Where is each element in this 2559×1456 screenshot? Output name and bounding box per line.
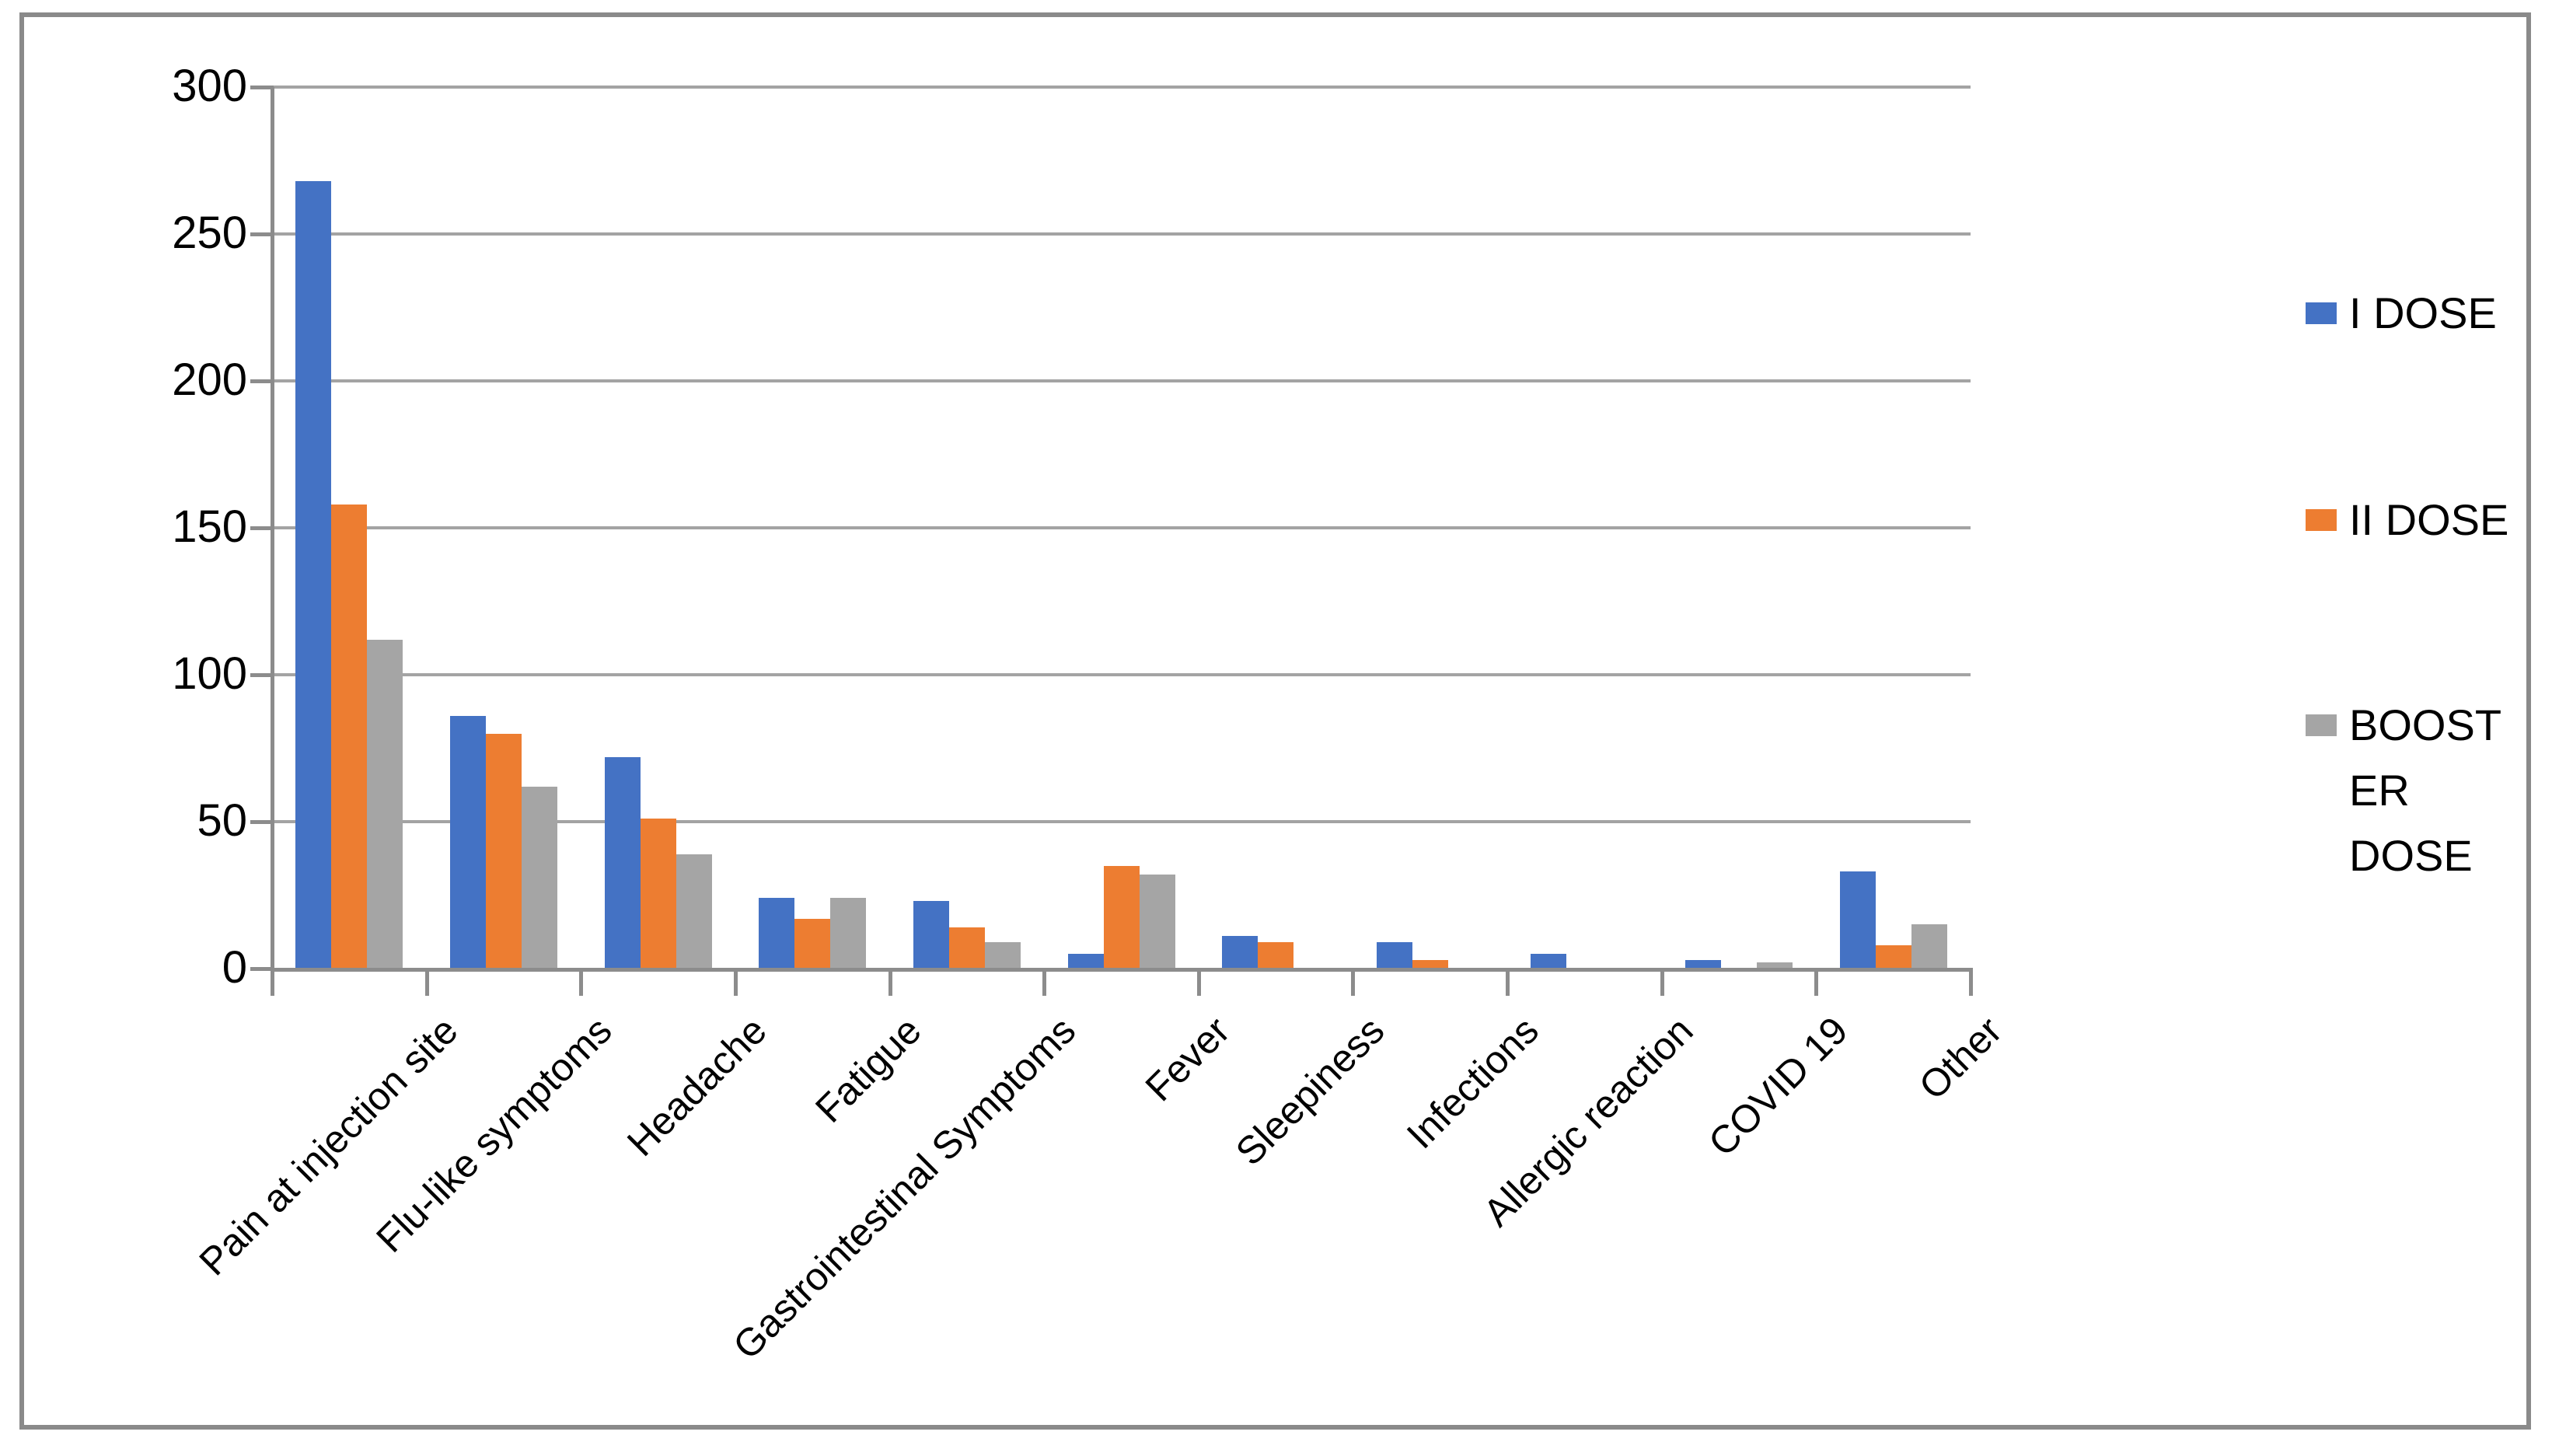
bar-ii-dose-fever: [1103, 865, 1140, 969]
bar-booster-dose-gastrointestinal-symptoms: [984, 941, 1021, 969]
y-axis-tick-50: [250, 820, 274, 824]
bar-ii-dose-pain-at-injection-site: [331, 504, 368, 969]
y-axis-tick-label-250: 250: [172, 207, 247, 258]
bar-ii-dose-headache: [640, 819, 676, 969]
gridline-250: [272, 232, 1971, 236]
x-axis-tick-10: [1814, 968, 1819, 996]
bar-ii-dose-fatigue: [794, 918, 831, 969]
x-axis-tick-9: [1660, 968, 1664, 996]
bar-booster-dose-other: [1911, 924, 1947, 969]
y-axis-tick-0: [250, 967, 274, 971]
bar-ii-dose-other: [1875, 944, 1911, 969]
y-axis-tick-300: [250, 86, 274, 89]
gridline-100: [272, 673, 1971, 676]
bar-booster-dose-covid-19: [1757, 962, 1793, 969]
x-axis-tick-2: [579, 968, 584, 996]
x-axis-tick-11: [1969, 968, 1973, 996]
y-axis-tick-label-150: 150: [172, 501, 247, 552]
gridline-150: [272, 526, 1971, 529]
bar-i-dose-fever: [1067, 954, 1104, 969]
figure-border: [19, 12, 2531, 1430]
x-axis-tick-1: [424, 968, 429, 996]
y-axis-tick-200: [250, 379, 274, 383]
bar-booster-dose-fever: [1139, 875, 1175, 969]
bar-booster-dose-pain-at-injection-site: [367, 639, 403, 969]
legend-swatch-i-dose: [2306, 302, 2337, 324]
bar-i-dose-flu-like-symptoms: [449, 715, 486, 969]
legend-item-ii-dose: II DOSE: [2306, 487, 2508, 553]
legend-item-booster-dose: BOOST ER DOSE: [2306, 693, 2501, 889]
gridline-200: [272, 379, 1971, 382]
x-axis-tick-7: [1351, 968, 1356, 996]
x-axis-tick-5: [1042, 968, 1047, 996]
bar-i-dose-gastrointestinal-symptoms: [913, 901, 949, 969]
legend: I DOSE II DOSE BOOST ER DOSE: [2306, 0, 2554, 1456]
y-axis-tick-150: [250, 526, 274, 530]
bar-i-dose-infections: [1376, 941, 1412, 969]
bar-i-dose-other: [1839, 871, 1876, 969]
legend-label-i-dose: I DOSE: [2349, 288, 2497, 337]
bar-booster-dose-flu-like-symptoms: [521, 786, 557, 969]
bar-ii-dose-gastrointestinal-symptoms: [948, 927, 985, 969]
bar-booster-dose-headache: [676, 854, 712, 969]
legend-item-i-dose: I DOSE: [2306, 281, 2497, 346]
x-axis-line: [272, 968, 1973, 972]
bar-i-dose-sleepiness: [1222, 936, 1259, 969]
y-axis-tick-250: [250, 232, 274, 236]
y-axis-tick-label-50: 50: [197, 794, 247, 846]
bar-ii-dose-flu-like-symptoms: [485, 733, 522, 969]
y-axis-tick-label-100: 100: [172, 648, 247, 699]
legend-swatch-booster-dose: [2306, 714, 2337, 736]
bar-i-dose-pain-at-injection-site: [295, 180, 332, 969]
x-axis-tick-6: [1196, 968, 1201, 996]
y-axis-tick-label-300: 300: [172, 60, 247, 111]
legend-label-ii-dose: II DOSE: [2349, 495, 2509, 544]
y-axis-line: [271, 87, 274, 969]
x-axis-tick-3: [733, 968, 738, 996]
legend-swatch-ii-dose: [2306, 509, 2337, 531]
bar-i-dose-allergic-reaction: [1531, 954, 1567, 969]
x-axis-tick-8: [1506, 968, 1510, 996]
bar-i-dose-headache: [604, 756, 641, 969]
bar-ii-dose-sleepiness: [1258, 941, 1294, 969]
bar-ii-dose-infections: [1412, 959, 1448, 969]
y-axis-tick-100: [250, 673, 274, 677]
legend-label-booster-dose: BOOST ER DOSE: [2349, 700, 2502, 880]
bar-booster-dose-fatigue: [830, 898, 867, 969]
gridline-300: [272, 86, 1971, 89]
x-axis-tick-0: [271, 968, 274, 996]
x-axis-tick-4: [888, 968, 892, 996]
bar-i-dose-fatigue: [759, 898, 795, 969]
y-axis-tick-label-200: 200: [172, 354, 247, 405]
bar-i-dose-covid-19: [1685, 959, 1722, 969]
gridline-50: [272, 820, 1971, 823]
y-axis-tick-label-0: 0: [222, 941, 247, 993]
